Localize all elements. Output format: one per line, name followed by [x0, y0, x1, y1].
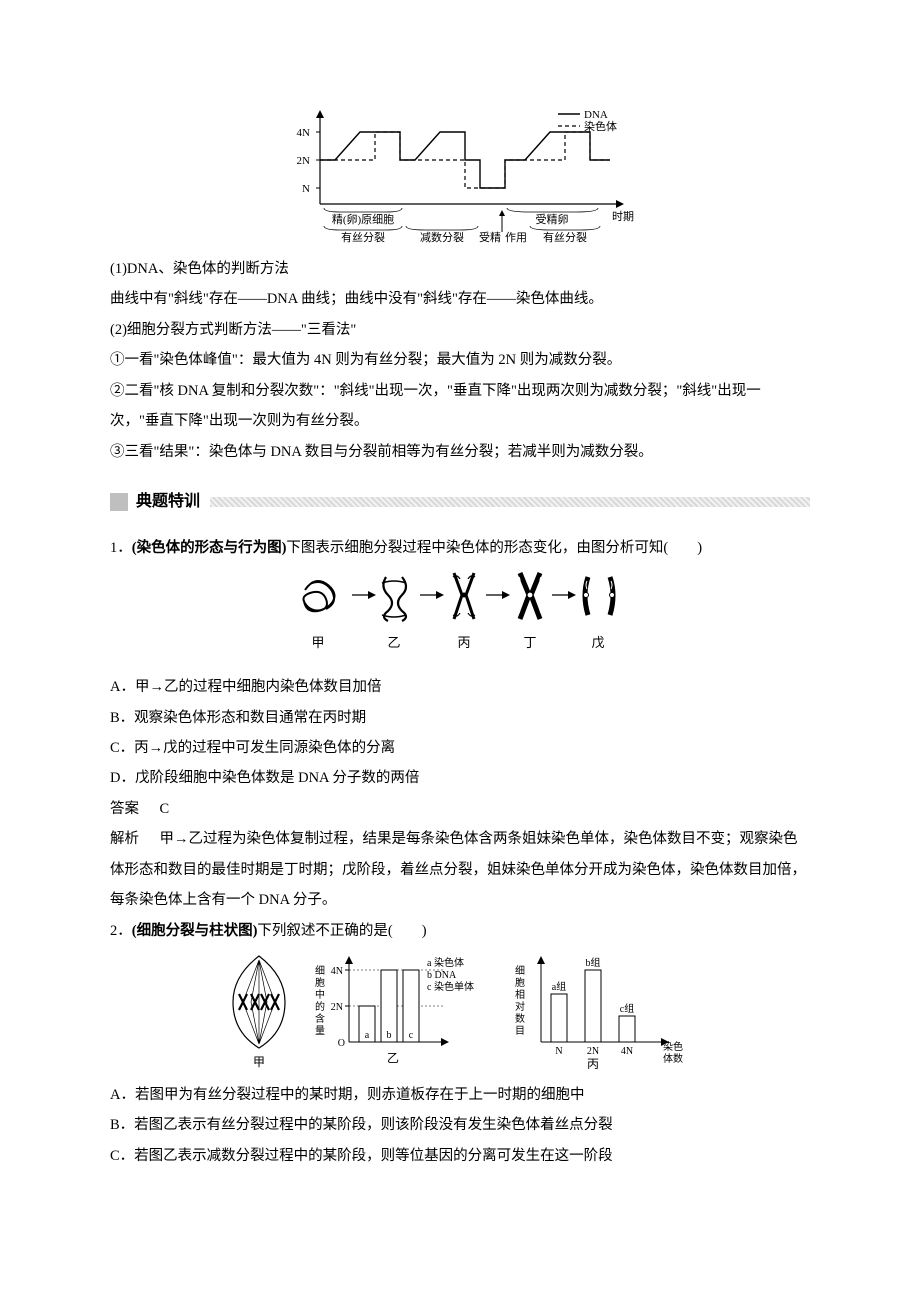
row2-l1: 有丝分裂: [341, 230, 385, 244]
para-3: (2)细胞分裂方式判断方法——"三看法": [110, 315, 810, 345]
yi-ylabel-5: 含: [315, 1012, 325, 1025]
bing-yl-5: 数: [515, 1012, 525, 1025]
yi-ylabel-6: 量: [315, 1025, 325, 1037]
yi-ylabel-2: 胞: [315, 977, 325, 989]
q2-stem: 2．(细胞分裂与柱状图)下列叙述不正确的是( ): [110, 916, 810, 946]
q2-option-a: A．若图甲为有丝分裂过程中的某时期，则赤道板存在于上一时期的细胞中: [110, 1080, 810, 1110]
explain-label: 解析: [110, 831, 139, 847]
q1-explain: 解析 甲→乙过程为染色体复制过程，结果是每条染色体含两条姐妹染色单体，染色体数目…: [110, 824, 810, 915]
q1-bold: (染色体的形态与行为图): [132, 540, 287, 556]
stage-label-2: 乙: [387, 635, 400, 650]
q2-number: 2．: [110, 923, 132, 939]
answer-label: 答案: [110, 801, 139, 817]
yi-label: 乙: [387, 1051, 399, 1065]
bing-top-a: a组: [552, 980, 566, 993]
stage-label-5: 戊: [591, 635, 604, 650]
row2-l5: 有丝分裂: [543, 230, 587, 244]
ytick-n: N: [302, 183, 310, 195]
bing-yl-1: 细: [515, 964, 525, 977]
q1-option-d: D．戊阶段细胞中染色体数是 DNA 分子数的两倍: [110, 763, 810, 793]
q2-option-b: B．若图乙表示有丝分裂过程中的某阶段，则该阶段没有发生染色体着丝点分裂: [110, 1110, 810, 1140]
para-6: ③三看"结果"：染色体与 DNA 数目与分裂前相等为有丝分裂；若减半则为减数分裂…: [110, 437, 810, 467]
stage-label-1: 甲: [311, 635, 324, 650]
yi-yt2: 4N: [331, 966, 343, 977]
q2-cell-label: 甲: [253, 1055, 265, 1069]
q2-composite-svg: 甲 细 胞 中 的 含 量 O 2N: [225, 950, 695, 1070]
page: N 2N 4N DNA 染色体 时期 精(卵)原细胞 受精卵 有丝分裂: [0, 0, 920, 1231]
figure-chromosome-stages: 甲 乙 丙 丁 戊: [110, 567, 810, 662]
para-4: ①一看"染色体峰值"：最大值为 4N 则为有丝分裂；最大值为 2N 则为减数分裂…: [110, 345, 810, 375]
bing-xlabel-2: 体数: [663, 1052, 683, 1065]
banner-square-icon: [110, 493, 128, 511]
bing-yl-3: 相: [515, 988, 525, 1001]
x-axis-label: 时期: [612, 210, 634, 223]
yi-ylabel-3: 中: [315, 988, 325, 1001]
q1-answer-line: 答案 C: [110, 794, 810, 824]
bing-yl-2: 胞: [515, 977, 525, 989]
yi-yt1: 2N: [331, 1002, 343, 1013]
yi-ylabel-1: 细: [315, 964, 325, 977]
figure-q2: 甲 细 胞 中 的 含 量 O 2N: [110, 950, 810, 1070]
yi-cat-c: c: [409, 1030, 414, 1041]
yi-ylabel-4: 的: [315, 1000, 325, 1013]
bing-x-2n: 2N: [587, 1046, 599, 1057]
q1-stem: 1．(染色体的形态与行为图)下图表示细胞分裂过程中染色体的形态变化，由图分析可知…: [110, 533, 810, 563]
row2-l2: 减数分裂: [420, 231, 464, 244]
bing-yl-6: 目: [515, 1026, 525, 1037]
yi-yt0: O: [338, 1038, 345, 1049]
chromosome-stages-svg: 甲 乙 丙 丁 戊: [280, 567, 640, 662]
yi-leg-b: b DNA: [427, 970, 457, 981]
bing-xlabel-1: 染色: [663, 1040, 683, 1053]
bing-top-b: b组: [586, 956, 601, 969]
yi-cat-a: a: [365, 1030, 370, 1041]
row2-l3: 受精: [479, 231, 501, 244]
bing-yl-4: 对: [515, 1000, 525, 1013]
yi-cat-b: b: [387, 1030, 392, 1041]
yi-leg-a: a 染色体: [427, 956, 464, 969]
q1-option-b: B．观察染色体形态和数目通常在丙时期: [110, 703, 810, 733]
row2-l4: 作用: [505, 231, 527, 244]
bing-label: 丙: [587, 1057, 599, 1070]
section-title: 典题特训: [136, 485, 200, 519]
stage-label-3: 丙: [457, 635, 470, 650]
bing-top-c: c组: [620, 1002, 634, 1015]
ytick-4n: 4N: [297, 127, 311, 139]
row1-l1: 精(卵)原细胞: [332, 213, 394, 226]
para-1: (1)DNA、染色体的判断方法: [110, 254, 810, 284]
legend-chrom: 染色体: [584, 119, 617, 133]
row1-l3: 受精卵: [536, 213, 569, 226]
q1-number: 1．: [110, 540, 132, 556]
q1-answer: C: [160, 801, 170, 817]
yi-leg-c: c 染色单体: [427, 980, 474, 993]
ytick-2n: 2N: [297, 155, 311, 167]
q1-explain-text: 甲→乙过程为染色体复制过程，结果是每条染色体含两条姐妹染色单体，染色体数目不变；…: [110, 831, 806, 908]
q2-option-c: C．若图乙表示减数分裂过程中的某阶段，则等位基因的分离可发生在这一阶段: [110, 1141, 810, 1171]
figure-dna-chromosome: N 2N 4N DNA 染色体 时期 精(卵)原细胞 受精卵 有丝分裂: [110, 104, 810, 244]
stage-label-4: 丁: [523, 635, 536, 650]
para-5: ②二看"核 DNA 复制和分裂次数"："斜线"出现一次，"垂直下降"出现两次则为…: [110, 376, 810, 437]
banner-stripe: [210, 497, 810, 507]
bing-x-4n: 4N: [621, 1046, 633, 1057]
q2-rest: 下列叙述不正确的是( ): [257, 923, 426, 939]
q1-option-a: A．甲→乙的过程中细胞内染色体数目加倍: [110, 672, 810, 702]
q1-rest: 下图表示细胞分裂过程中染色体的形态变化，由图分析可知( ): [286, 540, 702, 556]
legend-dna: DNA: [584, 109, 608, 121]
bing-x-n: N: [555, 1046, 562, 1057]
q2-bold: (细胞分裂与柱状图): [132, 923, 258, 939]
para-2: 曲线中有"斜线"存在——DNA 曲线；曲线中没有"斜线"存在——染色体曲线。: [110, 284, 810, 314]
q1-option-c: C．丙→戊的过程中可发生同源染色体的分离: [110, 733, 810, 763]
chart-dna-chromosome: N 2N 4N DNA 染色体 时期 精(卵)原细胞 受精卵 有丝分裂: [280, 104, 640, 244]
section-banner: 典题特训: [110, 485, 810, 519]
